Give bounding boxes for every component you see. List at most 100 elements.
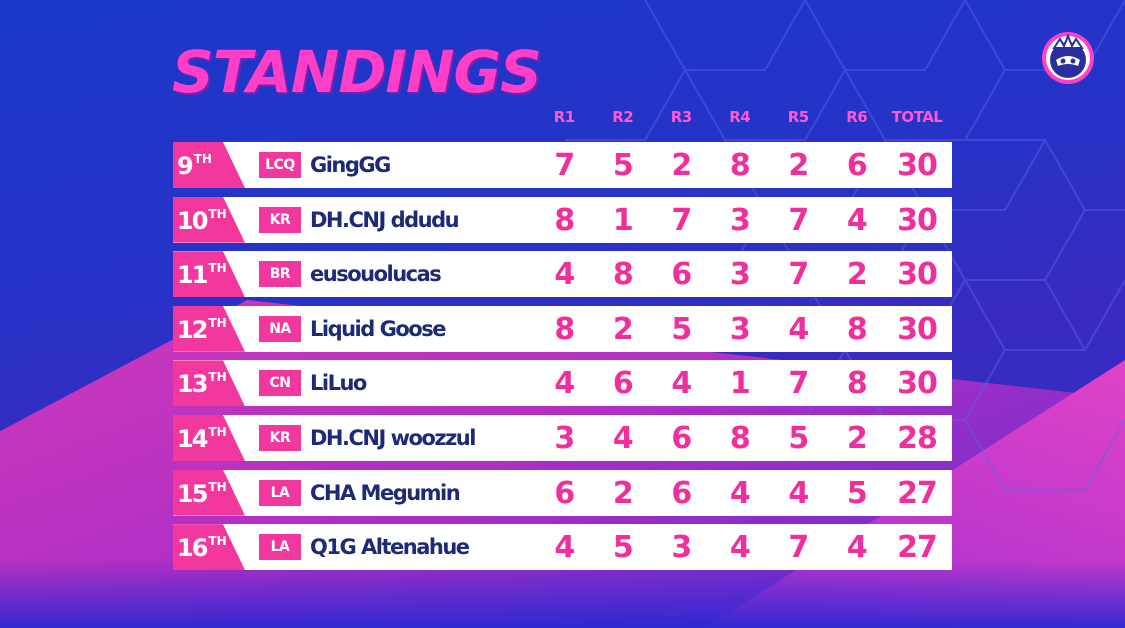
score-r6: 4 [846,530,868,566]
score-r6: 5 [846,475,868,511]
score-r3: 6 [671,420,692,456]
page-title: STANDINGS [172,38,542,106]
score-r5: 7 [788,366,809,402]
standings-row: 10 TH KR DH.CNJ ddudu 8 1 7 3 7 4 30 [173,196,952,243]
score-r6: 2 [846,257,868,293]
score-r1: 4 [554,366,575,402]
col-header-r4: R4 [729,108,751,126]
rank-number: 12 TH [177,316,227,344]
rank-badge: 9 TH [173,142,245,188]
player-name: Q1G Altenahue [310,535,470,560]
region-badge: BR [259,261,301,288]
column-headers: R1 R2 R3 R4 R5 R6 TOTAL [535,108,948,134]
score-total: 28 [897,420,938,456]
score-r5: 4 [788,311,809,347]
score-total: 30 [897,257,938,293]
standings-row: 13 TH CN LiLuo 4 6 4 1 7 8 30 [173,360,952,407]
score-r2: 2 [612,311,634,347]
score-r5: 7 [788,202,809,238]
rank-suffix: TH [208,424,227,439]
score-r1: 6 [554,475,575,511]
rank-suffix: TH [208,534,227,549]
rank-badge: 16 TH [173,524,245,571]
score-r3: 2 [671,148,692,183]
score-total: 30 [897,148,938,183]
score-r3: 3 [671,530,692,566]
player-name: CHA Megumin [310,480,461,505]
round-scores: 7 5 2 8 2 6 30 [535,148,948,183]
rank-number: 13 TH [177,370,227,398]
score-r2: 4 [612,420,634,456]
col-header-total: TOTAL [891,108,943,126]
rank-badge: 13 TH [173,360,245,407]
rank-value: 16 [177,534,208,563]
score-r3: 6 [671,475,692,511]
round-scores: 4 8 6 3 7 2 30 [535,257,948,292]
rank-badge: 11 TH [173,251,245,298]
rank-badge: 14 TH [173,414,245,461]
rank-suffix: TH [208,479,227,494]
score-r4: 4 [729,530,751,566]
rank-value: 9 [177,152,194,180]
score-r6: 4 [846,202,868,238]
rank-number: 14 TH [177,425,227,453]
rank-value: 15 [177,479,208,508]
score-r2: 8 [612,257,634,293]
rank-badge: 15 TH [173,469,245,516]
rank-suffix: TH [208,315,227,330]
score-total: 27 [897,475,938,511]
score-r5: 2 [788,148,809,183]
region-badge: NA [259,315,301,342]
player-name: eusouolucas [310,262,442,287]
score-r1: 8 [554,311,575,347]
score-r4: 4 [729,475,751,511]
score-total: 30 [897,202,938,238]
crowned-mask-logo-icon [1042,32,1094,84]
score-r3: 4 [671,366,692,402]
round-scores: 4 6 4 1 7 8 30 [535,366,948,401]
score-r4: 3 [729,311,751,347]
region-badge: LA [259,534,301,561]
score-r3: 7 [671,202,692,238]
player-name: DH.CNJ ddudu [310,207,460,232]
score-r6: 6 [846,148,868,183]
col-header-r3: R3 [670,108,692,126]
round-scores: 8 1 7 3 7 4 30 [535,203,948,238]
rank-badge: 12 TH [173,305,245,352]
score-r2: 1 [612,202,634,238]
score-r3: 6 [671,257,692,293]
player-name: GingGG [310,153,391,177]
score-r5: 5 [788,420,809,456]
score-r1: 8 [554,202,575,238]
score-r6: 8 [846,366,868,402]
rank-suffix: TH [208,206,227,221]
player-name: Liquid Goose [310,316,446,341]
score-r3: 5 [671,311,692,347]
score-r5: 7 [788,257,809,293]
score-r1: 3 [554,420,575,456]
region-badge: LA [259,479,301,506]
rank-suffix: TH [193,152,212,166]
rank-number: 15 TH [177,480,227,508]
rank-value: 12 [177,315,208,344]
col-header-r1: R1 [553,108,575,126]
score-r2: 5 [612,530,634,566]
score-r4: 8 [729,148,751,183]
score-r6: 2 [846,420,868,456]
rank-value: 10 [177,206,208,235]
score-r2: 5 [612,148,634,183]
rank-number: 10 TH [177,207,227,235]
rank-suffix: TH [208,261,227,276]
standings-row: 12 TH NA Liquid Goose 8 2 5 3 4 8 30 [173,305,952,352]
score-total: 30 [897,366,938,402]
rank-number: 11 TH [177,261,227,289]
rank-badge: 10 TH [173,196,245,243]
col-header-r2: R2 [612,108,634,126]
score-r4: 3 [729,202,751,238]
col-header-r5: R5 [787,108,809,126]
standings-row: 9 TH LCQ GingGG 7 5 2 8 2 6 30 [173,142,952,188]
player-name: LiLuo [310,371,367,396]
col-header-r6: R6 [846,108,868,126]
score-r4: 1 [729,366,751,402]
score-total: 30 [897,311,938,347]
